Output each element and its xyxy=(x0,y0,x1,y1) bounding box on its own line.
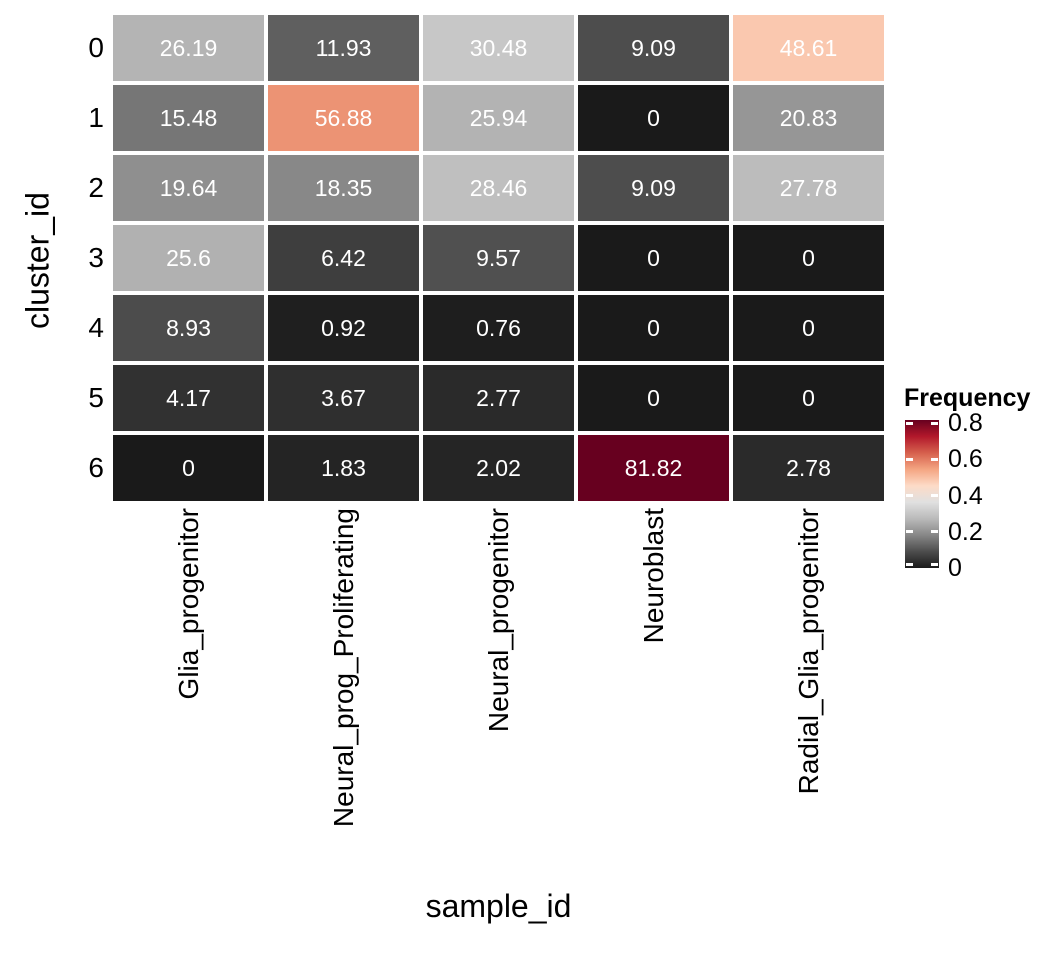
heatmap-cell: 2.02 xyxy=(423,435,574,501)
heatmap-cell: 0.92 xyxy=(268,295,419,361)
y-tick-label: 6 xyxy=(88,452,104,483)
heatmap-cell: 3.67 xyxy=(268,365,419,431)
legend-tick-mark xyxy=(906,530,913,534)
heatmap-cell: 20.83 xyxy=(733,85,884,151)
y-tick-label: 5 xyxy=(88,382,104,413)
legend-tick-label: 0.4 xyxy=(948,481,983,510)
legend-title: Frequency xyxy=(904,384,1031,412)
legend-tick-mark xyxy=(931,530,938,534)
legend-tick-mark xyxy=(906,563,913,566)
heatmap-cell: 0 xyxy=(733,365,884,431)
legend-tick-label: 0.6 xyxy=(948,445,983,474)
y-tick-label: 3 xyxy=(88,242,104,273)
y-tick-label: 0 xyxy=(88,32,104,63)
heatmap-cell: 26.19 xyxy=(113,15,264,81)
heatmap-cell: 8.93 xyxy=(113,295,264,361)
x-tick-label: Radial_Glia_progenitor xyxy=(793,508,824,795)
heatmap-cell: 9.09 xyxy=(578,15,729,81)
heatmap-cell: 9.09 xyxy=(578,155,729,221)
y-tick-label: 1 xyxy=(88,102,104,133)
heatmap-cell: 28.46 xyxy=(423,155,574,221)
heatmap-cell: 0 xyxy=(733,295,884,361)
heatmap-cell: 6.42 xyxy=(268,225,419,291)
y-axis-title: cluster_id xyxy=(19,192,56,329)
y-tick-label: 4 xyxy=(88,312,104,343)
x-axis-title: sample_id xyxy=(425,888,572,924)
heatmap-cell: 1.83 xyxy=(268,435,419,501)
heatmap-cell: 27.78 xyxy=(733,155,884,221)
heatmap-cell: 56.88 xyxy=(268,85,419,151)
heatmap-cell: 25.94 xyxy=(423,85,574,151)
legend-tick-label: 0.2 xyxy=(948,517,983,546)
heatmap-cell: 0 xyxy=(578,295,729,361)
heatmap-cell: 81.82 xyxy=(578,435,729,501)
y-tick-label: 2 xyxy=(88,172,104,203)
heatmap-cell: 4.17 xyxy=(113,365,264,431)
legend-tick-mark xyxy=(931,422,938,425)
heatmap-cell: 0 xyxy=(578,365,729,431)
legend-tick-mark xyxy=(906,494,913,498)
legend-tick-mark xyxy=(931,563,938,566)
legend-tick-mark xyxy=(931,494,938,498)
heatmap-cell: 0.76 xyxy=(423,295,574,361)
heatmap-cell: 0 xyxy=(113,435,264,501)
legend-colorbar xyxy=(905,420,939,568)
x-tick-label: Neural_progenitor xyxy=(483,508,514,733)
heatmap-cell: 30.48 xyxy=(423,15,574,81)
legend-tick-label: 0 xyxy=(948,554,962,582)
x-tick-label: Neural_prog_Proliferating xyxy=(328,508,359,828)
heatmap-cell: 9.57 xyxy=(423,225,574,291)
x-tick-label: Neuroblast xyxy=(638,508,669,644)
heatmap-cell: 19.64 xyxy=(113,155,264,221)
heatmap-cell: 0 xyxy=(578,225,729,291)
legend-tick-mark xyxy=(906,422,913,425)
heatmap-cell: 2.78 xyxy=(733,435,884,501)
x-tick-label: Glia_progenitor xyxy=(173,508,204,700)
heatmap-cell: 2.77 xyxy=(423,365,574,431)
heatmap-cell: 0 xyxy=(578,85,729,151)
legend-tick-label: 0.8 xyxy=(948,409,983,438)
heatmap-cell: 0 xyxy=(733,225,884,291)
heatmap-cell: 18.35 xyxy=(268,155,419,221)
heatmap-cell: 48.61 xyxy=(733,15,884,81)
heatmap-cell: 11.93 xyxy=(268,15,419,81)
legend-tick-mark xyxy=(906,457,913,461)
legend-tick-mark xyxy=(931,457,938,461)
heatmap-cell: 15.48 xyxy=(113,85,264,151)
heatmap-cell: 25.6 xyxy=(113,225,264,291)
